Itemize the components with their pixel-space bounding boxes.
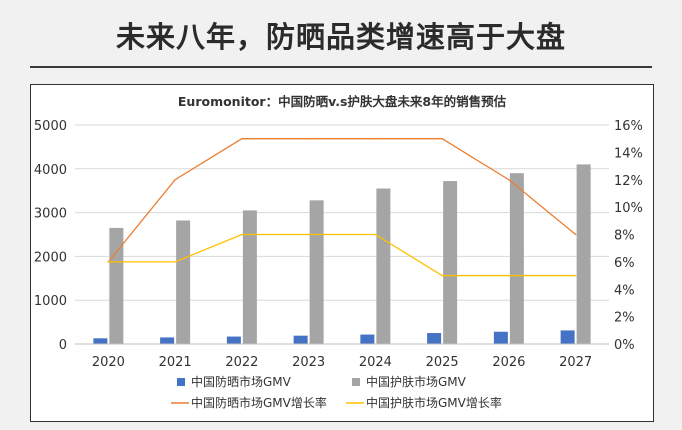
y-left-tick-label: 5000 bbox=[34, 119, 67, 134]
x-tick-label: 2021 bbox=[159, 355, 192, 370]
point-skincare-growth-rate bbox=[241, 233, 243, 236]
point-skincare-growth-rate bbox=[508, 274, 510, 277]
legend-swatch bbox=[177, 378, 185, 386]
legend-label: 中国防晒市场GMV增长率 bbox=[191, 395, 327, 410]
bar-sunscreen-gmv bbox=[360, 334, 375, 344]
point-sunscreen-growth-rate bbox=[508, 178, 510, 181]
x-tick-label: 2024 bbox=[359, 355, 392, 370]
chart-title: Euromonitor：中国防晒v.s护肤大盘未来8年的销售预估 bbox=[178, 94, 507, 109]
y-left-tick-label: 1000 bbox=[34, 294, 67, 309]
legend-swatch bbox=[352, 378, 360, 386]
x-tick-label: 2020 bbox=[92, 355, 125, 370]
point-sunscreen-growth-rate bbox=[574, 233, 577, 236]
y-right-tick-label: 0% bbox=[614, 338, 635, 353]
y-left-tick-label: 3000 bbox=[34, 207, 67, 222]
bar-skincare-gmv bbox=[509, 173, 524, 344]
gridlines bbox=[75, 124, 609, 301]
bar-series bbox=[93, 164, 591, 344]
y-left-tick-label: 4000 bbox=[34, 163, 67, 178]
bar-sunscreen-gmv bbox=[293, 335, 308, 344]
point-sunscreen-growth-rate bbox=[307, 137, 310, 140]
chart-panel: Euromonitor：中国防晒v.s护肤大盘未来8年的销售预估 0 1000 20… bbox=[30, 84, 654, 422]
point-skincare-growth-rate bbox=[374, 233, 377, 236]
x-tick-label: 2022 bbox=[225, 355, 258, 370]
y-right-tick-label: 12% bbox=[614, 174, 643, 189]
y-right-tick-label: 4% bbox=[614, 283, 635, 298]
y-right-tick-label: 2% bbox=[614, 311, 635, 326]
bar-sunscreen-gmv bbox=[560, 330, 575, 344]
point-skincare-growth-rate bbox=[107, 261, 110, 263]
bar-skincare-gmv bbox=[443, 181, 458, 344]
axes: 0 1000 2000 3000 4000 5000 0% 2% 4% 6% 8% 10% 12% 14%… bbox=[34, 119, 643, 370]
line-series bbox=[107, 137, 577, 277]
bar-skincare-gmv bbox=[176, 220, 191, 344]
y-right-tick-label: 8% bbox=[614, 229, 635, 244]
y-left-tick-label: 2000 bbox=[34, 250, 67, 265]
bar-skincare-gmv bbox=[309, 200, 324, 344]
bar-skincare-gmv bbox=[242, 210, 257, 344]
x-tick-label: 2023 bbox=[292, 355, 325, 370]
legend-label: 中国护肤市场GMV增长率 bbox=[366, 395, 502, 410]
bar-sunscreen-gmv bbox=[493, 331, 508, 344]
point-skincare-growth-rate bbox=[307, 233, 310, 236]
legend-label: 中国防晒市场GMV bbox=[191, 374, 292, 389]
point-sunscreen-growth-rate bbox=[374, 137, 377, 140]
point-skincare-growth-rate bbox=[441, 274, 443, 277]
combo-chart: Euromonitor：中国防晒v.s护肤大盘未来8年的销售预估 0 1000 20… bbox=[34, 94, 643, 410]
point-skincare-growth-rate bbox=[574, 274, 577, 277]
bar-sunscreen-gmv bbox=[93, 338, 108, 344]
bar-skincare-gmv bbox=[376, 188, 391, 344]
bar-sunscreen-gmv bbox=[160, 337, 175, 344]
point-sunscreen-growth-rate bbox=[174, 178, 176, 181]
line-sunscreen-growth-rate bbox=[107, 138, 577, 263]
page-headline: 未来八年，防晒品类增速高于大盘 bbox=[115, 20, 566, 54]
bar-sunscreen-gmv bbox=[427, 333, 442, 344]
x-tick-label: 2026 bbox=[492, 355, 525, 370]
legend: 中国防晒市场GMV 中国护肤市场GMV 中国防晒市场GMV增长率 中国护肤市场GMV增… bbox=[171, 374, 502, 410]
point-skincare-growth-rate bbox=[174, 261, 176, 263]
y-left-tick-label: 0 bbox=[59, 338, 67, 353]
point-sunscreen-growth-rate bbox=[441, 137, 443, 140]
headline-divider bbox=[30, 66, 652, 68]
legend-label: 中国护肤市场GMV bbox=[366, 374, 467, 389]
bar-sunscreen-gmv bbox=[226, 336, 241, 344]
point-sunscreen-growth-rate bbox=[241, 137, 243, 140]
y-right-tick-label: 16% bbox=[614, 119, 643, 134]
y-right-tick-label: 14% bbox=[614, 146, 643, 161]
x-tick-label: 2025 bbox=[426, 355, 459, 370]
line-skincare-growth-rate bbox=[108, 233, 576, 277]
bar-skincare-gmv bbox=[576, 164, 591, 344]
y-right-tick-label: 6% bbox=[614, 256, 635, 271]
y-right-tick-label: 10% bbox=[614, 201, 643, 216]
x-tick-label: 2027 bbox=[559, 355, 592, 370]
